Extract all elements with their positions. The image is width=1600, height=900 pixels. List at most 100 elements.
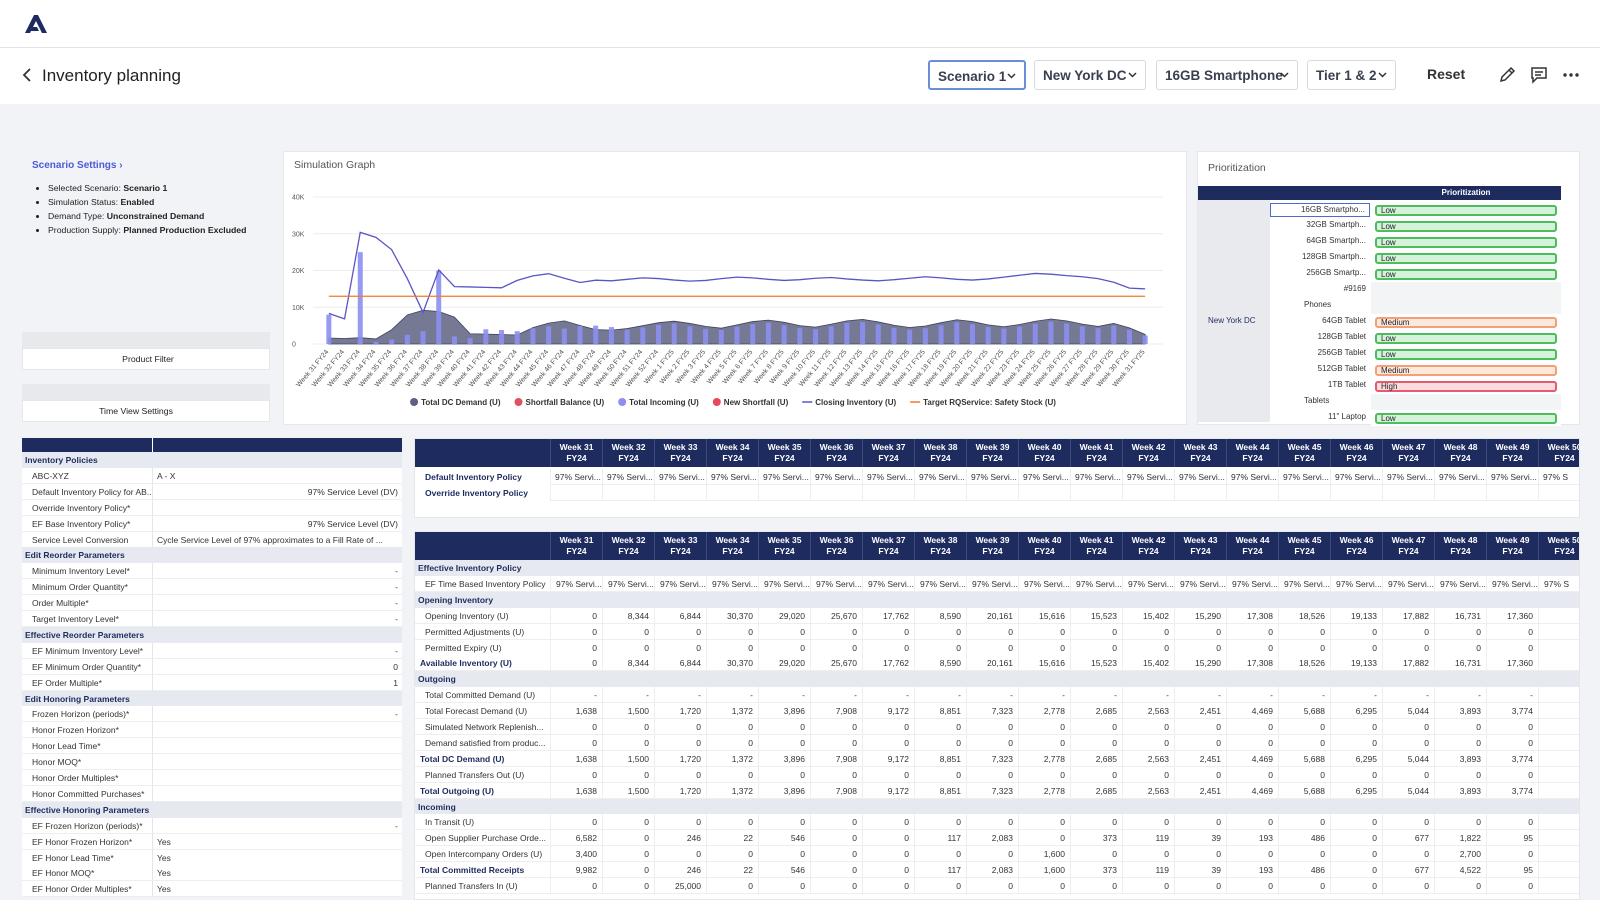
priority-pill[interactable]: High [1375,381,1557,392]
priority-pill[interactable]: Medium [1375,317,1557,328]
value-cell: 0 [1226,640,1278,656]
policy-cell [1018,485,1070,501]
value-cell: 29,020 [758,655,810,671]
value-cell: 5,688 [1278,751,1330,767]
reset-button[interactable]: Reset [1427,66,1465,82]
policy-cell: 97% Servi... [1382,469,1434,485]
value-cell: 0 [914,624,966,640]
value-cell: 15,290 [1174,655,1226,671]
week-label: Week 34 [707,535,758,546]
scenario-item: Selected Scenario: Scenario 1 [48,181,246,195]
value-cell: 0 [1382,640,1434,656]
value-cell: 0 [602,640,654,656]
value-cell: 0 [1382,719,1434,735]
value-cell: 0 [1278,719,1330,735]
tier-dropdown[interactable]: Tier 1 & 2 [1307,60,1396,90]
value-cell: 29,020 [758,608,810,624]
value-cell [1538,655,1580,671]
value-cell: 193 [1226,830,1278,846]
scenario-settings-link[interactable]: Scenario Settings › [32,160,123,171]
graph-panel: Simulation Graph 010K20K30K40KWeek 31 FY… [283,151,1187,425]
scenario-list: Selected Scenario: Scenario 1Simulation … [28,181,246,237]
year-label: FY24 [655,546,706,557]
legend-swatch [618,398,626,406]
week-header: Week 46FY24 [1330,439,1382,467]
value-cell: 1,500 [602,751,654,767]
edit-icon[interactable] [1498,66,1516,84]
value-cell: 0 [1330,846,1382,862]
bar [719,330,724,344]
more-icon[interactable] [1563,72,1579,78]
value-cell: 0 [914,767,966,783]
priority-pill[interactable]: Low [1375,349,1557,360]
value-cell: 0 [550,655,602,671]
value-cell: 0 [914,878,966,894]
dropdown-label: Tier 1 & 2 [1316,68,1377,83]
setting-label: Honor Frozen Horizon* [22,722,153,738]
row-label: EF Time Based Inventory Policy [415,576,550,592]
bar [421,331,426,344]
value-cell: 0 [550,608,602,624]
week-label: Week 46 [1331,535,1382,546]
value-cell: 2,700 [1434,846,1486,862]
value-cell: 0 [550,878,602,894]
location-dropdown[interactable]: New York DC [1034,60,1146,90]
priority-pill[interactable]: Low [1375,205,1557,216]
time-view-settings[interactable]: Time View Settings [22,400,270,422]
policy-cell: 97% Servi... [1174,469,1226,485]
policy-cell: 97% S [1538,469,1580,485]
value-cell: 97% Servi... [1070,576,1122,592]
back-button[interactable] [22,68,32,82]
item-label: Production Supply: [48,225,121,235]
item-value: Enabled [120,197,154,207]
setting-value: 97% Service Level (DV) [153,484,402,500]
value-cell: 0 [810,862,862,878]
value-cell: 193 [1226,862,1278,878]
value-cell: 97% Servi... [966,576,1018,592]
year-label: FY24 [1123,546,1174,557]
week-header: Week 32FY24 [602,439,654,467]
priority-pill[interactable]: Low [1375,269,1557,280]
bar [1017,327,1022,344]
row-label: Open Intercompany Orders (U) [415,846,550,862]
value-cell: 0 [1434,624,1486,640]
scenario-dropdown[interactable]: Scenario 1 [928,60,1026,90]
priority-pill[interactable]: Low [1375,253,1557,264]
priority-pill[interactable]: Medium [1375,365,1557,376]
product-dropdown[interactable]: 16GB Smartphone [1156,60,1298,90]
product-filter[interactable]: Product Filter [22,348,270,370]
week-label: Week 49 [1487,442,1538,453]
value-cell: 0 [602,624,654,640]
row-label: Override Inventory Policy [415,485,550,501]
item-label: 256GB Tablet [1270,345,1370,361]
priority-pill[interactable]: Low [1375,221,1557,232]
year-label: FY24 [863,546,914,557]
value-cell: 17,882 [1382,655,1434,671]
value-cell: 0 [1174,640,1226,656]
value-cell: 15,616 [1018,608,1070,624]
week-header: Week 43FY24 [1174,532,1226,560]
policy-cell [1174,485,1226,501]
year-label: FY24 [967,546,1018,557]
dropdown-label: Scenario 1 [938,69,1006,84]
value-cell [1538,640,1580,656]
week-header: Week 31FY24 [550,532,602,560]
setting-value: Yes [153,881,402,897]
priority-pill[interactable]: Low [1375,413,1557,424]
priority-pill[interactable]: Low [1375,237,1557,248]
location-column [1198,200,1270,422]
value-cell: 0 [758,767,810,783]
value-cell: 0 [1070,640,1122,656]
bar [813,329,818,344]
priority-pill[interactable]: Low [1375,333,1557,344]
week-label: Week 32 [603,442,654,453]
week-header: Week 44FY24 [1226,439,1278,467]
week-header: Week 37FY24 [862,532,914,560]
value-cell: 0 [706,624,758,640]
value-cell: 0 [1122,735,1174,751]
item-label: 32GB Smartph... [1270,217,1370,233]
planning-table: Week 31FY24Week 32FY24Week 33FY24Week 34… [414,531,1580,900]
legend-label: New Shortfall (U) [724,398,789,407]
comment-icon[interactable] [1530,66,1548,84]
value-cell: 0 [810,878,862,894]
